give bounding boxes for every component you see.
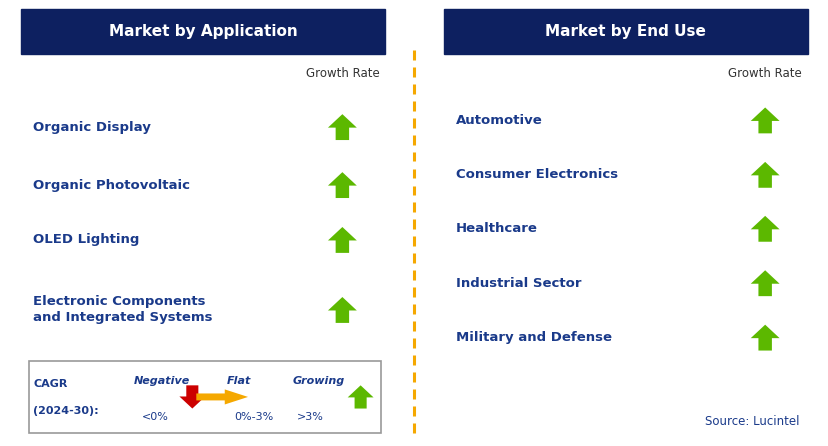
- Polygon shape: [750, 107, 778, 133]
- Text: Military and Defense: Military and Defense: [455, 331, 611, 344]
- Text: (2024-30):: (2024-30):: [33, 406, 99, 416]
- Text: OLED Lighting: OLED Lighting: [33, 233, 139, 247]
- Polygon shape: [179, 385, 205, 409]
- Text: <0%: <0%: [142, 412, 168, 422]
- Text: Market by Application: Market by Application: [108, 24, 297, 39]
- Polygon shape: [750, 216, 778, 242]
- Polygon shape: [328, 227, 356, 253]
- Text: Industrial Sector: Industrial Sector: [455, 277, 580, 290]
- Text: Growing: Growing: [292, 376, 345, 386]
- Text: Consumer Electronics: Consumer Electronics: [455, 168, 618, 182]
- Text: Growth Rate: Growth Rate: [306, 67, 378, 80]
- Text: Organic Photovoltaic: Organic Photovoltaic: [33, 178, 190, 192]
- Text: Negative: Negative: [133, 376, 190, 386]
- Polygon shape: [328, 114, 356, 140]
- Text: Source: Lucintel: Source: Lucintel: [705, 415, 799, 428]
- Text: Automotive: Automotive: [455, 114, 542, 127]
- Polygon shape: [750, 162, 778, 188]
- Text: CAGR: CAGR: [33, 379, 67, 389]
- Polygon shape: [328, 172, 356, 198]
- Polygon shape: [347, 385, 373, 409]
- Text: Organic Display: Organic Display: [33, 120, 151, 134]
- Text: >3%: >3%: [296, 412, 323, 422]
- Polygon shape: [328, 297, 356, 323]
- Text: Growth Rate: Growth Rate: [728, 67, 801, 80]
- Polygon shape: [750, 325, 778, 351]
- FancyBboxPatch shape: [29, 361, 381, 433]
- Polygon shape: [750, 270, 778, 296]
- Text: Electronic Components
and Integrated Systems: Electronic Components and Integrated Sys…: [33, 295, 213, 325]
- Text: Market by End Use: Market by End Use: [545, 24, 705, 39]
- FancyBboxPatch shape: [443, 9, 807, 54]
- Text: 0%-3%: 0%-3%: [233, 412, 273, 422]
- Text: Flat: Flat: [226, 376, 251, 386]
- FancyBboxPatch shape: [21, 9, 385, 54]
- Polygon shape: [196, 389, 248, 405]
- Text: Healthcare: Healthcare: [455, 222, 537, 235]
